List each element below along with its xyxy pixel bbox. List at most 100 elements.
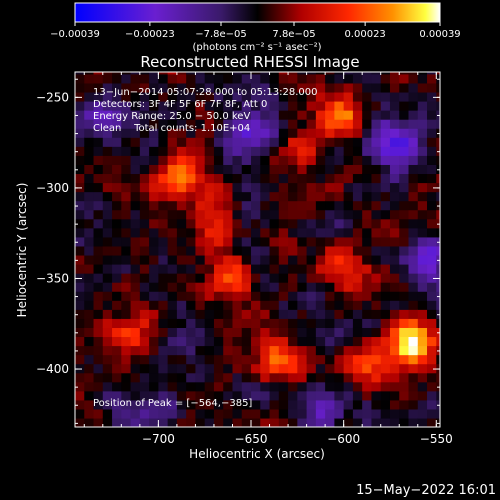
heatmap-cell: [232, 417, 243, 427]
heatmap-cell: [139, 291, 150, 301]
heatmap-cell: [389, 273, 400, 283]
heatmap-cell: [102, 372, 113, 383]
heatmap-cell: [343, 399, 354, 410]
heatmap-cell: [315, 345, 326, 356]
heatmap-cell: [362, 318, 373, 328]
heatmap-cell: [436, 327, 440, 338]
heatmap-cell: [251, 399, 261, 410]
heatmap-cell: [371, 381, 382, 392]
heatmap-cell: [417, 417, 428, 427]
heatmap-cell: [195, 417, 206, 427]
heatmap-cell: [427, 72, 437, 75]
heatmap-cell: [84, 200, 95, 211]
heatmap-cell: [269, 245, 280, 256]
heatmap-cell: [176, 137, 187, 147]
heatmap-cell: [399, 417, 410, 427]
heatmap-cell: [93, 372, 104, 383]
heatmap-cell: [139, 354, 150, 365]
heatmap-cell: [130, 263, 141, 274]
heatmap-cell: [315, 155, 326, 165]
heatmap-cell: [139, 146, 150, 156]
heatmap-cell: [269, 200, 280, 211]
heatmap-cell: [306, 73, 317, 84]
heatmap-cell: [84, 273, 95, 283]
heatmap-cell: [278, 363, 289, 374]
heatmap-cell: [399, 300, 410, 310]
heatmap-cell: [93, 209, 104, 220]
heatmap-cell: [158, 227, 169, 238]
heatmap-cell: [195, 408, 206, 419]
heatmap-cell: [436, 282, 440, 292]
annotations: 13−Jun−2014 05:07:28.000 to 05:13:28.000…: [93, 87, 318, 134]
heatmap-cell: [306, 254, 317, 265]
heatmap-cell: [297, 354, 308, 365]
heatmap-cell: [399, 408, 410, 419]
heatmap-cell: [399, 73, 410, 84]
y-tick-label: −350: [36, 271, 69, 285]
heatmap-cell: [269, 381, 280, 392]
heatmap-cell: [195, 164, 206, 175]
heatmap-cell: [176, 318, 187, 328]
heatmap-cell: [306, 155, 317, 165]
chart-title: Reconstructed RHESSI Image: [140, 53, 359, 71]
heatmap-cell: [130, 119, 141, 129]
heatmap-cell: [121, 72, 132, 75]
heatmap-cell: [288, 72, 298, 75]
heatmap-cell: [251, 128, 261, 138]
heatmap-cell: [362, 200, 373, 211]
heatmap-cell: [251, 110, 261, 120]
heatmap-cell: [75, 119, 85, 129]
heatmap-cell: [204, 164, 215, 175]
heatmap-cell: [112, 263, 122, 274]
heatmap-cell: [176, 300, 187, 310]
heatmap-cell: [343, 300, 354, 310]
heatmap-cell: [389, 173, 400, 184]
heatmap-cell: [84, 191, 95, 202]
heatmap-cell: [325, 164, 335, 175]
heatmap-cell: [176, 82, 187, 93]
heatmap-cell: [84, 408, 95, 419]
heatmap-cell: [102, 408, 113, 419]
heatmap-cell: [399, 327, 410, 338]
heatmap-cell: [121, 417, 132, 427]
heatmap-cell: [343, 345, 354, 356]
heatmap-cell: [84, 100, 95, 111]
heatmap-cell: [278, 245, 289, 256]
heatmap-cell: [195, 209, 206, 220]
heatmap-cell: [158, 417, 169, 427]
heatmap-cell: [297, 128, 308, 138]
heatmap-cell: [352, 110, 363, 120]
heatmap-cell: [130, 128, 141, 138]
heatmap-cell: [241, 72, 252, 75]
heatmap-cell: [232, 282, 243, 292]
heatmap-cell: [389, 408, 400, 419]
heatmap-cell: [352, 91, 363, 102]
heatmap-cell: [241, 336, 252, 347]
heatmap-cell: [112, 155, 122, 165]
heatmap-cell: [269, 146, 280, 156]
heatmap-cell: [427, 345, 437, 356]
heatmap-cell: [213, 137, 224, 147]
heatmap-cell: [362, 146, 373, 156]
heatmap-cell: [436, 110, 440, 120]
heatmap-cell: [260, 390, 271, 401]
heatmap-cell: [186, 282, 197, 292]
heatmap-cell: [417, 354, 428, 365]
heatmap-cell: [139, 245, 150, 256]
heatmap-cell: [223, 390, 234, 401]
heatmap-cell: [195, 182, 206, 193]
heatmap-cell: [380, 182, 391, 193]
heatmap-cell: [149, 91, 159, 102]
heatmap-cell: [278, 110, 289, 120]
heatmap-cell: [149, 218, 159, 229]
heatmap-cell: [297, 155, 308, 165]
heatmap-cell: [288, 273, 298, 283]
heatmap-cell: [167, 164, 178, 175]
heatmap-cell: [315, 372, 326, 383]
heatmap-cell: [232, 119, 243, 129]
heatmap-cell: [158, 354, 169, 365]
heatmap-cell: [176, 327, 187, 338]
heatmap-cell: [297, 381, 308, 392]
heatmap-cell: [436, 218, 440, 229]
heatmap-cell: [223, 173, 234, 184]
